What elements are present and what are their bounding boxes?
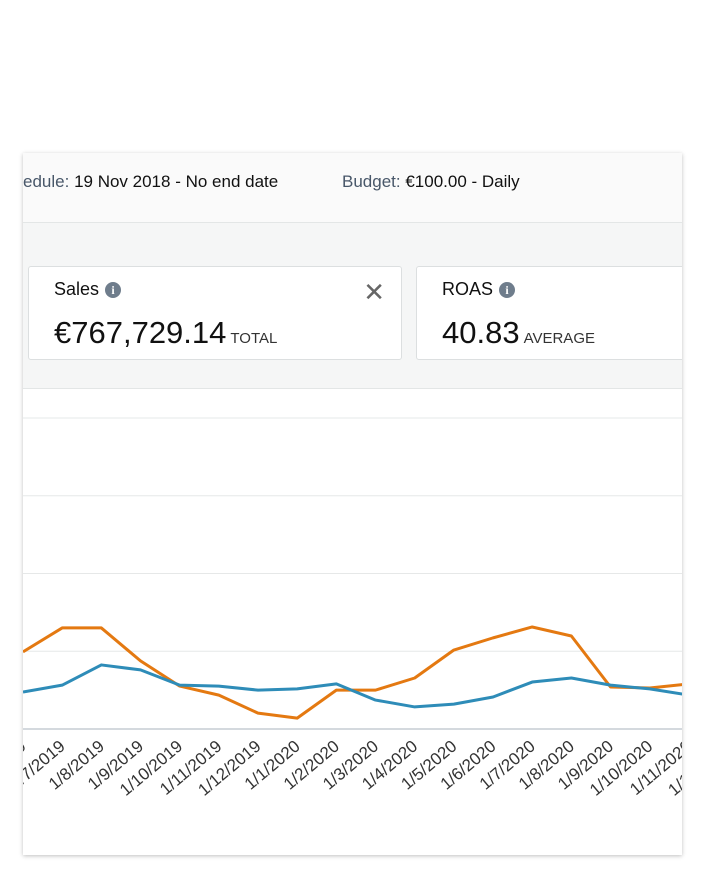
metric-card[interactable]: ROAS i 40.83 AVERAGE <box>416 266 682 360</box>
metric-label: Sales <box>54 279 100 299</box>
budget-value: €100.00 - Daily <box>405 172 520 191</box>
schedule: edule: 19 Nov 2018 - No end date <box>23 172 278 192</box>
campaign-header: edule: 19 Nov 2018 - No end date Budget:… <box>23 153 682 223</box>
info-icon[interactable]: i <box>499 282 516 298</box>
metric-unit: TOTAL <box>230 330 278 347</box>
series-line <box>23 625 682 720</box>
metric-cards: Sales i ✕ €767,729.14 TOTAL ROAS i 40.83 AVE… <box>23 223 682 389</box>
schedule-value: 19 Nov 2018 - No end date <box>74 172 279 191</box>
schedule-label: edule: <box>23 172 70 191</box>
metric-value-row: €767,729.14 TOTAL <box>54 315 277 351</box>
metric-label: ROAS <box>442 279 494 299</box>
metric-value: 40.83 <box>442 315 520 350</box>
budget: Budget: €100.00 - Daily <box>342 172 520 192</box>
metric-value-row: 40.83 AVERAGE <box>442 315 595 351</box>
metric-name: ROAS i <box>442 279 516 300</box>
info-icon[interactable]: i <box>105 282 122 298</box>
metric-card[interactable]: Sales i ✕ €767,729.14 TOTAL <box>28 266 402 360</box>
metric-unit: AVERAGE <box>523 330 595 347</box>
chart-area: 1/6/20191/7/20191/8/20191/9/20191/10/201… <box>23 417 682 800</box>
campaign-panel: edule: 19 Nov 2018 - No end date Budget:… <box>23 153 682 855</box>
series-line <box>23 663 682 709</box>
metric-name: Sales i <box>54 279 122 300</box>
close-button[interactable]: ✕ <box>363 277 385 307</box>
metric-value: €767,729.14 <box>54 315 227 350</box>
budget-label: Budget: <box>342 172 401 191</box>
